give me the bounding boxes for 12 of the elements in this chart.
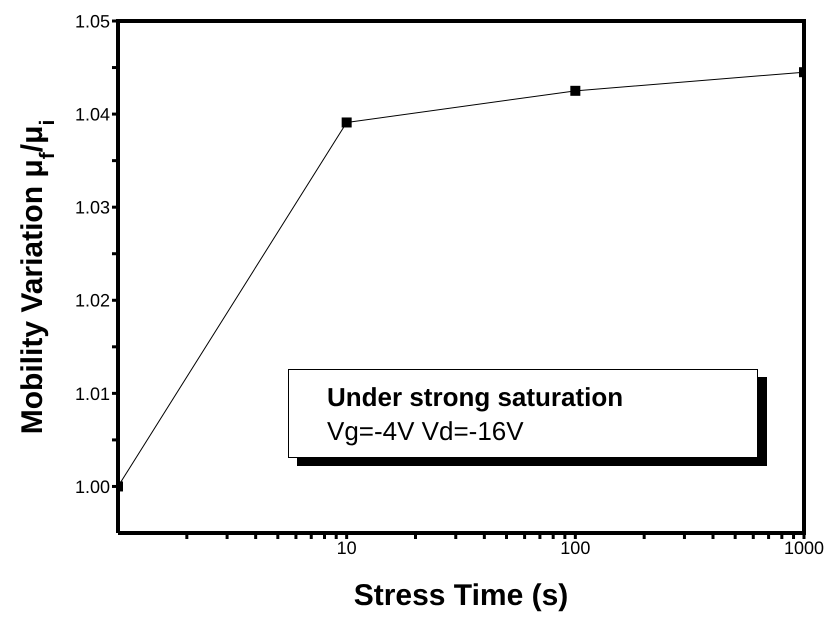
annotation: Vg=-4V Vd=-16V: [327, 415, 525, 448]
y-tick-label: 1.02: [74, 290, 110, 311]
x-tick-label: 10: [336, 538, 357, 558]
y-tick-label: 1.04: [74, 104, 110, 124]
y-tick-label: 1.01: [74, 384, 110, 404]
x-axis-title: Stress Time (s): [354, 579, 568, 612]
y-tick-label: 1.05: [74, 11, 110, 32]
x-tick-label: 1000: [784, 538, 824, 558]
y-tick-label: 1.00: [74, 476, 110, 497]
x-tick-label: 100: [560, 538, 590, 558]
y-tick-label: 1.03: [74, 198, 110, 218]
annotation: Under strong saturation: [327, 381, 624, 414]
